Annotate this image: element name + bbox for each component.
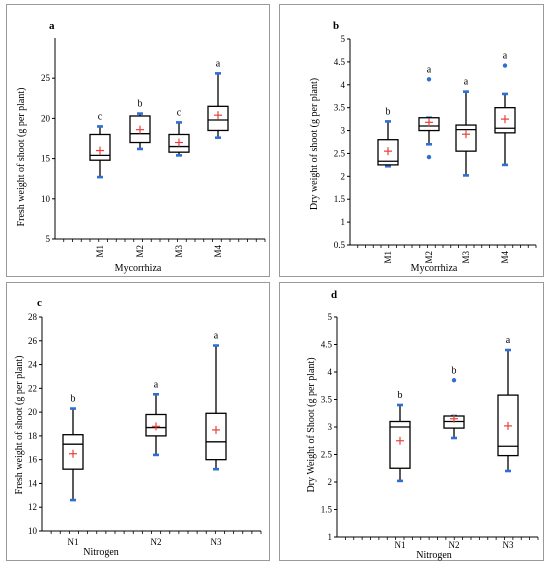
y-tick-label: 22 (28, 383, 37, 393)
y-tick-label: 1.5 (334, 194, 346, 204)
y-tick-label: 16 (28, 455, 38, 465)
y-axis-title: Fresh weight of shoot (g per plant) (16, 88, 27, 227)
x-axis-title: Mycorrhiza (411, 263, 458, 274)
y-tick-label: 15 (41, 154, 51, 164)
y-tick-label: 10 (28, 526, 38, 536)
significance-letter: a (506, 335, 511, 346)
y-tick-label: 14 (28, 478, 38, 488)
significance-letter: b (71, 394, 76, 405)
y-axis-title: Dry weight of shoot (g per plant) (309, 78, 320, 210)
y-tick-label: 4.5 (334, 57, 346, 67)
y-tick-label: 5 (46, 234, 51, 244)
y-tick-label: 25 (41, 73, 51, 83)
chart-panel-d: d Nitrogen Dry Weight of Shoot (g per pl… (279, 282, 544, 561)
x-axis-title: Nitrogen (83, 547, 119, 558)
x-category-label: M3 (461, 251, 471, 264)
significance-letter: c (98, 111, 103, 122)
chart-panel-c: c Nitrogen Fresh weight of shoot (g per … (6, 282, 270, 561)
chart-c-svg: c Nitrogen Fresh weight of shoot (g per … (14, 297, 262, 558)
chart-panel-a: a Mycorrhiza Fresh weight of shoot (g pe… (6, 4, 270, 277)
y-tick-label: 12 (28, 502, 37, 512)
y-tick-label: 4 (328, 367, 333, 377)
y-tick-label: 24 (28, 360, 38, 370)
chart-a-svg: a Mycorrhiza Fresh weight of shoot (g pe… (16, 20, 266, 274)
x-category-label: M2 (135, 245, 145, 258)
chart-b-svg: b Mycorrhiza Dry weight of shoot (g per … (309, 20, 537, 274)
box-body (389, 420, 411, 469)
y-tick-label: 18 (28, 431, 38, 441)
significance-letter: a (216, 58, 221, 69)
x-category-label: N1 (68, 537, 79, 547)
significance-letter: b (386, 106, 391, 117)
panel-letter-d: d (331, 289, 337, 301)
panel-letter-b: b (333, 20, 339, 32)
x-category-label: M4 (213, 245, 223, 258)
y-tick-label: 5 (341, 34, 346, 44)
outlier-point (451, 378, 457, 383)
x-axis-title: Nitrogen (416, 550, 452, 561)
significance-letter: a (154, 379, 159, 390)
y-tick-label: 3 (341, 126, 346, 136)
x-category-label: N3 (503, 540, 514, 550)
y-tick-label: 28 (28, 312, 38, 322)
x-category-label: M1 (383, 251, 393, 264)
x-category-label: N3 (211, 537, 222, 547)
y-tick-label: 3.5 (334, 103, 346, 113)
y-tick-label: 1.5 (321, 505, 333, 515)
y-tick-label: 1 (341, 217, 346, 227)
x-category-label: M4 (500, 251, 510, 264)
significance-letter: a (464, 77, 469, 88)
y-tick-label: 4.5 (321, 340, 333, 350)
box-body (205, 412, 227, 461)
panel-letter-c: c (37, 297, 42, 309)
x-axis-title: Mycorrhiza (115, 263, 162, 274)
y-tick-label: 20 (41, 113, 51, 123)
x-category-label: N2 (151, 537, 162, 547)
x-category-label: M2 (424, 251, 434, 264)
significance-letter: a (427, 64, 432, 75)
significance-letter: b (452, 365, 457, 376)
outlier-point (426, 154, 432, 160)
y-tick-label: 2 (328, 477, 333, 487)
significance-letter: b (138, 99, 143, 110)
y-axis-title: Dry Weight of Shoot (g per plant) (306, 357, 317, 492)
y-tick-label: 10 (41, 194, 51, 204)
y-tick-label: 3.5 (321, 395, 333, 405)
y-tick-label: 4 (341, 80, 346, 90)
y-tick-label: 0.5 (334, 240, 346, 250)
y-tick-label: 26 (28, 336, 38, 346)
y-tick-label: 3 (328, 422, 333, 432)
significance-letter: a (214, 331, 219, 342)
panel-letter-a: a (49, 20, 55, 32)
x-category-label: M3 (174, 245, 184, 258)
outlier-point (502, 63, 508, 68)
significance-letter: c (177, 107, 182, 118)
y-axis-title: Fresh weight of shoot (g per plant) (14, 356, 25, 495)
y-tick-label: 2.5 (334, 148, 346, 158)
y-tick-label: 1 (328, 532, 333, 542)
y-tick-label: 2.5 (321, 450, 333, 460)
x-category-label: M1 (95, 245, 105, 258)
y-tick-label: 20 (28, 407, 38, 417)
outlier-point (426, 77, 432, 82)
y-tick-label: 5 (328, 312, 333, 322)
x-category-label: N1 (395, 540, 406, 550)
chart-d-svg: d Nitrogen Dry Weight of Shoot (g per pl… (306, 289, 539, 561)
y-tick-label: 2 (341, 171, 346, 181)
significance-letter: b (398, 390, 403, 401)
significance-letter: a (503, 51, 508, 62)
chart-panel-b: b Mycorrhiza Dry weight of shoot (g per … (279, 4, 544, 277)
x-category-label: N2 (449, 540, 460, 550)
